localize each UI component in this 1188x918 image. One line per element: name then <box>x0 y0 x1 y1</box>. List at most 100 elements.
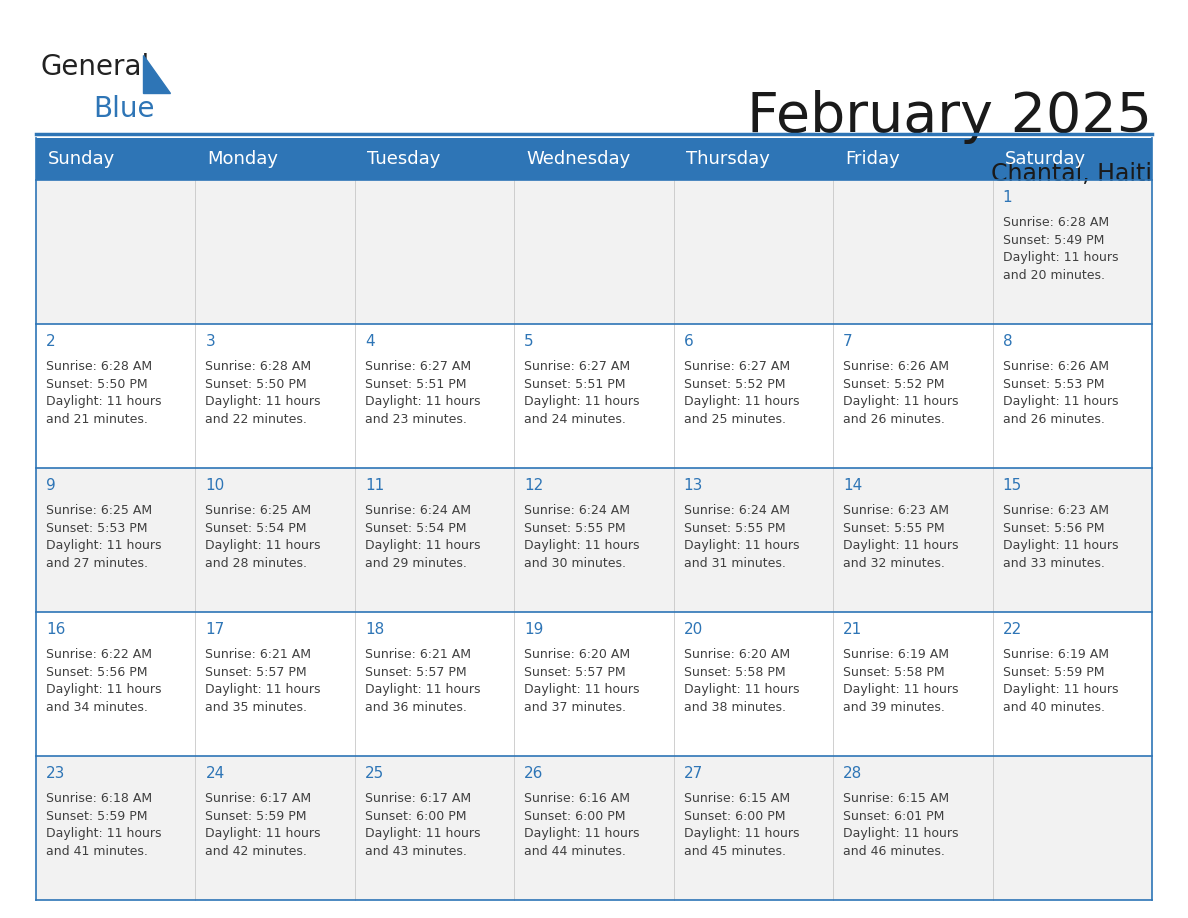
Bar <box>36 612 196 756</box>
Text: Daylight: 11 hours: Daylight: 11 hours <box>206 827 321 841</box>
Text: Sunset: 5:56 PM: Sunset: 5:56 PM <box>46 666 147 679</box>
Text: Wednesday: Wednesday <box>526 150 631 168</box>
Bar <box>833 138 992 180</box>
Text: Daylight: 11 hours: Daylight: 11 hours <box>365 396 480 409</box>
Bar <box>674 324 833 468</box>
Text: and 26 minutes.: and 26 minutes. <box>843 413 944 426</box>
Text: Sunset: 5:55 PM: Sunset: 5:55 PM <box>524 522 626 535</box>
Text: Sunset: 5:54 PM: Sunset: 5:54 PM <box>365 522 467 535</box>
Text: Sunset: 5:59 PM: Sunset: 5:59 PM <box>1003 666 1104 679</box>
Bar <box>674 756 833 900</box>
Text: Sunrise: 6:22 AM: Sunrise: 6:22 AM <box>46 648 152 662</box>
Text: Daylight: 11 hours: Daylight: 11 hours <box>46 540 162 553</box>
Bar <box>355 468 514 612</box>
Text: Sunday: Sunday <box>48 150 115 168</box>
Text: Daylight: 11 hours: Daylight: 11 hours <box>684 540 800 553</box>
Text: and 31 minutes.: and 31 minutes. <box>684 557 785 570</box>
Text: Sunrise: 6:25 AM: Sunrise: 6:25 AM <box>206 505 311 518</box>
Text: Sunset: 5:49 PM: Sunset: 5:49 PM <box>1003 234 1104 247</box>
Text: and 33 minutes.: and 33 minutes. <box>1003 557 1105 570</box>
Text: Daylight: 11 hours: Daylight: 11 hours <box>843 827 959 841</box>
Text: Sunset: 6:00 PM: Sunset: 6:00 PM <box>365 810 467 823</box>
Bar <box>514 324 674 468</box>
Text: and 22 minutes.: and 22 minutes. <box>206 413 308 426</box>
Text: Sunrise: 6:19 AM: Sunrise: 6:19 AM <box>843 648 949 662</box>
Text: and 21 minutes.: and 21 minutes. <box>46 413 147 426</box>
Text: and 32 minutes.: and 32 minutes. <box>843 557 944 570</box>
Text: Sunrise: 6:28 AM: Sunrise: 6:28 AM <box>1003 217 1108 230</box>
Text: Daylight: 11 hours: Daylight: 11 hours <box>46 396 162 409</box>
Text: Daylight: 11 hours: Daylight: 11 hours <box>843 684 959 697</box>
Bar <box>36 756 196 900</box>
Text: Sunset: 5:52 PM: Sunset: 5:52 PM <box>843 378 944 391</box>
Text: Daylight: 11 hours: Daylight: 11 hours <box>1003 540 1118 553</box>
Text: Sunset: 5:53 PM: Sunset: 5:53 PM <box>46 522 147 535</box>
Bar <box>355 324 514 468</box>
Text: Daylight: 11 hours: Daylight: 11 hours <box>684 684 800 697</box>
Text: 14: 14 <box>843 478 862 493</box>
Text: Sunset: 5:56 PM: Sunset: 5:56 PM <box>1003 522 1104 535</box>
Text: Daylight: 11 hours: Daylight: 11 hours <box>365 540 480 553</box>
Bar <box>196 324 355 468</box>
Text: Sunrise: 6:15 AM: Sunrise: 6:15 AM <box>684 792 790 805</box>
Text: Sunrise: 6:18 AM: Sunrise: 6:18 AM <box>46 792 152 805</box>
Text: Sunrise: 6:27 AM: Sunrise: 6:27 AM <box>524 361 631 374</box>
Text: Sunset: 5:57 PM: Sunset: 5:57 PM <box>365 666 467 679</box>
Text: Sunrise: 6:26 AM: Sunrise: 6:26 AM <box>1003 361 1108 374</box>
Bar <box>992 756 1152 900</box>
Text: 1: 1 <box>1003 190 1012 205</box>
Text: 8: 8 <box>1003 334 1012 349</box>
Text: Daylight: 11 hours: Daylight: 11 hours <box>1003 684 1118 697</box>
Bar <box>992 324 1152 468</box>
Text: Sunrise: 6:20 AM: Sunrise: 6:20 AM <box>524 648 631 662</box>
Text: and 25 minutes.: and 25 minutes. <box>684 413 785 426</box>
Text: and 36 minutes.: and 36 minutes. <box>365 701 467 714</box>
Polygon shape <box>143 55 170 93</box>
Bar <box>514 756 674 900</box>
Text: Daylight: 11 hours: Daylight: 11 hours <box>684 396 800 409</box>
Text: 17: 17 <box>206 622 225 637</box>
Text: 3: 3 <box>206 334 215 349</box>
Text: and 40 minutes.: and 40 minutes. <box>1003 701 1105 714</box>
Bar <box>36 138 196 180</box>
Text: Sunrise: 6:28 AM: Sunrise: 6:28 AM <box>206 361 311 374</box>
Text: Sunrise: 6:27 AM: Sunrise: 6:27 AM <box>365 361 470 374</box>
Text: Sunset: 5:57 PM: Sunset: 5:57 PM <box>206 666 307 679</box>
Text: Daylight: 11 hours: Daylight: 11 hours <box>206 684 321 697</box>
Text: Sunset: 6:00 PM: Sunset: 6:00 PM <box>524 810 626 823</box>
Bar <box>196 138 355 180</box>
Text: Sunset: 6:01 PM: Sunset: 6:01 PM <box>843 810 944 823</box>
Text: Thursday: Thursday <box>685 150 770 168</box>
Bar <box>992 468 1152 612</box>
Text: Sunset: 5:55 PM: Sunset: 5:55 PM <box>684 522 785 535</box>
Text: Sunrise: 6:21 AM: Sunrise: 6:21 AM <box>365 648 470 662</box>
Bar <box>833 468 992 612</box>
Bar <box>833 180 992 324</box>
Text: 21: 21 <box>843 622 862 637</box>
Text: Daylight: 11 hours: Daylight: 11 hours <box>365 827 480 841</box>
Text: 5: 5 <box>524 334 533 349</box>
Text: Sunset: 5:59 PM: Sunset: 5:59 PM <box>46 810 147 823</box>
Text: and 29 minutes.: and 29 minutes. <box>365 557 467 570</box>
Text: Sunrise: 6:20 AM: Sunrise: 6:20 AM <box>684 648 790 662</box>
Text: February 2025: February 2025 <box>747 90 1152 144</box>
Text: 18: 18 <box>365 622 384 637</box>
Text: and 45 minutes.: and 45 minutes. <box>684 845 785 858</box>
Text: Sunrise: 6:26 AM: Sunrise: 6:26 AM <box>843 361 949 374</box>
Text: Sunset: 5:55 PM: Sunset: 5:55 PM <box>843 522 944 535</box>
Text: and 34 minutes.: and 34 minutes. <box>46 701 147 714</box>
Text: 25: 25 <box>365 766 384 781</box>
Text: 20: 20 <box>684 622 703 637</box>
Text: 12: 12 <box>524 478 544 493</box>
Text: Daylight: 11 hours: Daylight: 11 hours <box>524 684 640 697</box>
Text: General: General <box>42 53 150 81</box>
Text: Sunrise: 6:24 AM: Sunrise: 6:24 AM <box>524 505 631 518</box>
Text: Sunrise: 6:23 AM: Sunrise: 6:23 AM <box>1003 505 1108 518</box>
Text: and 37 minutes.: and 37 minutes. <box>524 701 626 714</box>
Text: Chantal, Haiti: Chantal, Haiti <box>991 162 1152 186</box>
Text: and 46 minutes.: and 46 minutes. <box>843 845 944 858</box>
Text: Daylight: 11 hours: Daylight: 11 hours <box>524 396 640 409</box>
Text: 11: 11 <box>365 478 384 493</box>
Text: Tuesday: Tuesday <box>367 150 441 168</box>
Bar <box>196 756 355 900</box>
